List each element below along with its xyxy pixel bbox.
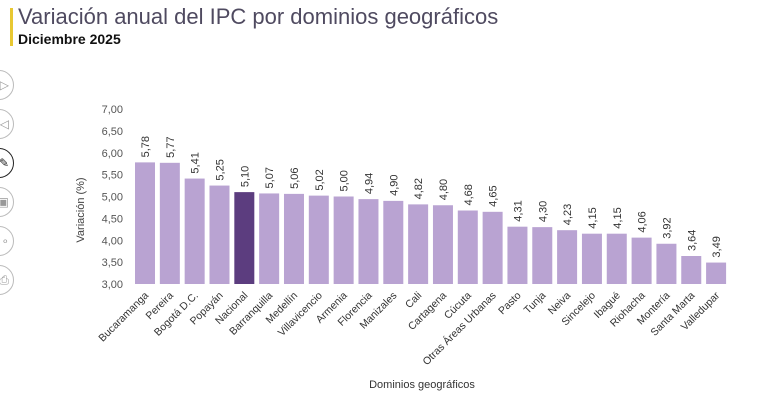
y-tick-label: 5,50: [102, 170, 123, 182]
bar-manizales[interactable]: [383, 200, 404, 284]
data-label: 4,06: [637, 211, 649, 232]
data-label: 4,82: [413, 178, 425, 199]
data-label: 4,15: [587, 207, 599, 228]
data-label: 4,15: [612, 207, 624, 228]
bar-neiva[interactable]: [557, 230, 578, 284]
bar-bogot-d-c-[interactable]: [184, 178, 205, 284]
x-tick-label: Cali: [403, 290, 424, 311]
y-tick-label: 3,50: [102, 257, 123, 269]
x-tick-label: Bucaramanga: [96, 290, 151, 345]
data-label: 4,80: [438, 179, 450, 200]
y-tick-label: 4,50: [102, 213, 123, 225]
data-label: 5,25: [214, 159, 226, 180]
data-label: 5,07: [264, 167, 276, 188]
title-accent-bar: [10, 8, 13, 46]
bar-florencia[interactable]: [358, 199, 379, 284]
y-axis-label: Variación (%): [75, 177, 87, 242]
y-tick-label: 4,00: [102, 235, 123, 247]
data-label: 5,77: [165, 136, 177, 157]
data-label: 4,31: [512, 200, 524, 221]
bar-c-cuta[interactable]: [457, 210, 478, 285]
bar-villavicencio[interactable]: [308, 195, 329, 284]
bar-ibagu-[interactable]: [606, 233, 627, 284]
data-label: 5,06: [289, 167, 301, 188]
page-subtitle: Diciembre 2025: [18, 31, 121, 47]
bar-armenia[interactable]: [333, 196, 354, 285]
data-label: 5,10: [239, 166, 251, 187]
data-label: 3,64: [686, 230, 698, 251]
data-label: 4,65: [488, 185, 500, 206]
data-label: 4,30: [537, 201, 549, 222]
data-label: 5,41: [190, 152, 202, 173]
bar-tunja[interactable]: [532, 227, 553, 284]
data-label: 4,90: [388, 174, 400, 195]
page-title: Variación anual del IPC por dominios geo…: [18, 4, 499, 29]
bar-medell-n[interactable]: [283, 193, 304, 284]
data-label: 5,00: [339, 170, 351, 191]
data-label: 4,94: [363, 173, 375, 194]
bar-valledupar[interactable]: [706, 262, 727, 284]
x-axis-label: Dominios geográficos: [369, 379, 475, 391]
bar-bucaramanga[interactable]: [135, 162, 155, 284]
bar-santa-marta[interactable]: [681, 256, 702, 284]
data-label: 5,02: [314, 169, 326, 190]
bar-barranquilla[interactable]: [259, 193, 280, 284]
data-label: 4,23: [562, 204, 574, 225]
bar-popay-n[interactable]: [209, 185, 230, 284]
y-tick-label: 3,00: [102, 279, 123, 291]
bar-pereira[interactable]: [159, 162, 180, 284]
data-label: 4,68: [463, 184, 475, 205]
y-tick-label: 7,00: [102, 104, 123, 116]
y-tick-label: 6,50: [102, 126, 123, 138]
bar-sincelejo[interactable]: [581, 233, 602, 284]
x-tick-label: Pasto: [496, 290, 524, 318]
data-label: 3,92: [661, 217, 673, 238]
bar-otras-reas-urbanas[interactable]: [482, 211, 503, 284]
bar-nacional[interactable]: [234, 192, 255, 284]
bar-cartagena[interactable]: [432, 205, 453, 284]
x-tick-label: Tunja: [522, 290, 549, 317]
y-tick-label: 5,00: [102, 192, 123, 204]
y-tick-label: 6,00: [102, 148, 123, 160]
bar-cali[interactable]: [408, 204, 429, 284]
bar-monter-a[interactable]: [656, 243, 677, 284]
data-label: 5,78: [140, 136, 152, 157]
data-label: 3,49: [711, 236, 723, 257]
bar-riohacha[interactable]: [631, 237, 652, 284]
bar-pasto[interactable]: [507, 226, 528, 284]
